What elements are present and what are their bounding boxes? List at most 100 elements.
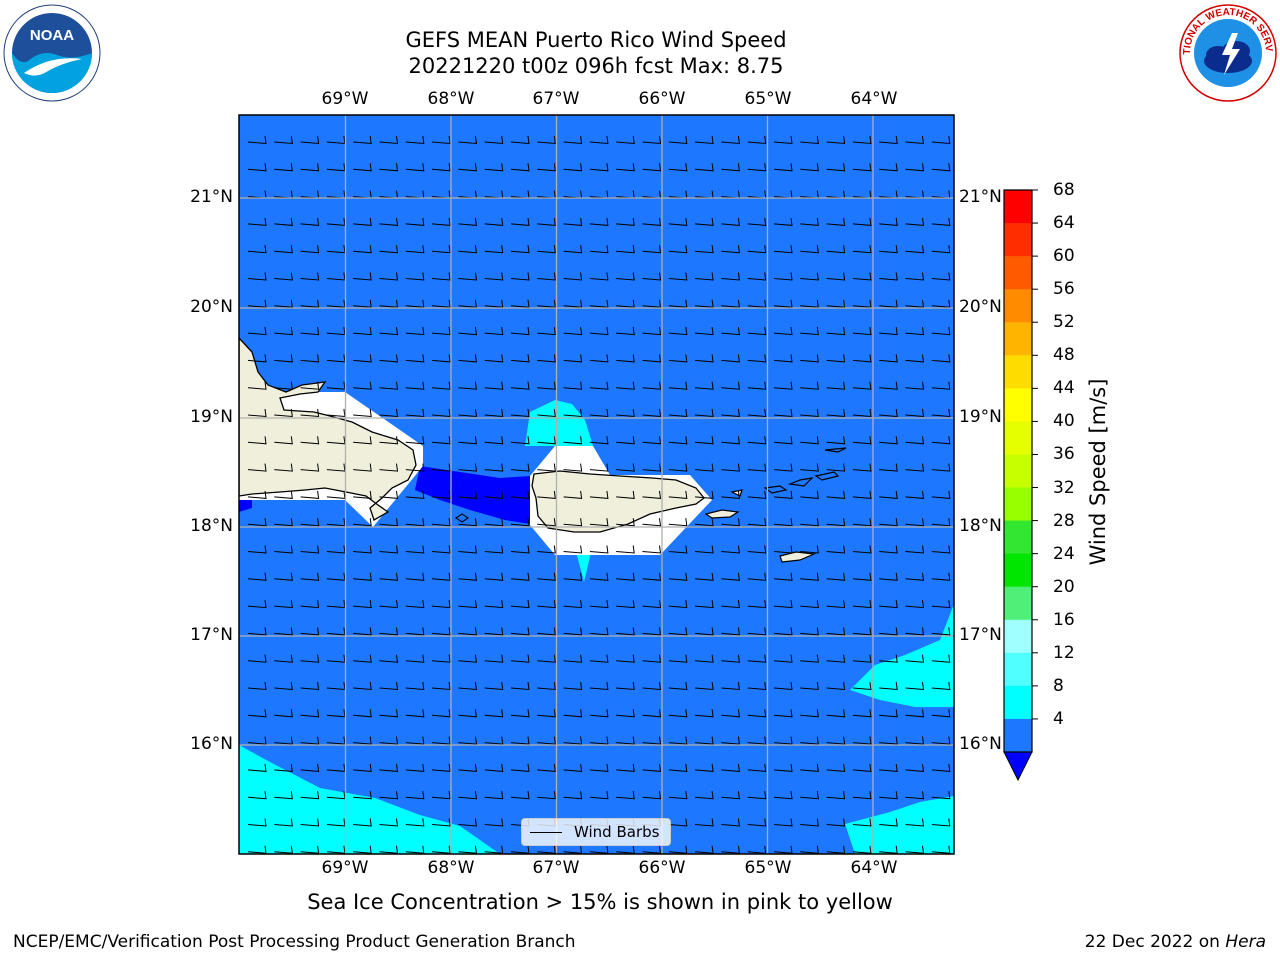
wind-barb [852, 299, 872, 308]
lat-label-left: 18°N [190, 516, 233, 536]
wind-barb [616, 408, 635, 418]
wind-barb [458, 272, 477, 281]
wind-barb [616, 572, 635, 581]
wind-barb [642, 272, 662, 281]
wind-barb [458, 299, 477, 308]
wind-barb [852, 408, 872, 418]
wind-barb [458, 818, 477, 827]
wind-barb [563, 408, 583, 418]
vieques-island [704, 509, 740, 519]
wind-barb [695, 681, 714, 691]
wind-barb [879, 381, 898, 390]
wind-barb [537, 709, 556, 718]
map-title: GEFS MEAN Puerto Rico Wind Speed [405, 28, 787, 52]
wind-barb [432, 627, 451, 636]
wind-barb [931, 654, 951, 663]
wind-barb [695, 436, 714, 445]
wind-barb [695, 545, 714, 554]
wind-barb [405, 763, 425, 772]
wind-barb [721, 681, 740, 691]
colorbar-under-arrow [1003, 751, 1033, 782]
wind-barb [800, 408, 819, 418]
colorbar [1003, 189, 1038, 782]
wind-barb [668, 572, 688, 581]
wind-barb [537, 518, 556, 527]
wind-barb [510, 135, 530, 145]
wind-barb [537, 791, 556, 800]
lat-label-left: 19°N [190, 407, 233, 427]
wind-barb [537, 463, 556, 472]
colorbar-frame [1003, 189, 1033, 753]
wind-barb [353, 245, 372, 254]
wind-barb [274, 381, 293, 390]
wind-barb [379, 245, 399, 254]
wind-barb [668, 736, 688, 745]
wind-barb [484, 436, 504, 445]
wind-barb [747, 381, 767, 390]
wind-barb [642, 436, 662, 445]
wind-barb [247, 627, 267, 636]
wind-barb [668, 436, 688, 445]
wind-barb [773, 272, 793, 281]
wind-barb [300, 572, 320, 581]
wind-barb [563, 463, 583, 472]
wind-barb [879, 681, 898, 691]
wind-barb [668, 163, 688, 172]
wind-barb [484, 627, 504, 636]
wind-barb [484, 736, 504, 745]
wind-barb [432, 354, 451, 363]
wind-barb [300, 681, 320, 691]
wind-barb [642, 736, 662, 745]
wind-barb [905, 791, 925, 800]
wind-barb [616, 299, 635, 308]
wind-barb [905, 572, 925, 581]
wind-barb [905, 545, 925, 554]
wind-barb [931, 709, 951, 718]
wind-barb [247, 490, 267, 499]
colorbar-segment [1004, 322, 1032, 356]
wind-barb [721, 135, 740, 145]
wind-barb [668, 791, 688, 800]
wind-barb [642, 408, 662, 418]
wind-barb [353, 354, 372, 363]
wind-barb [563, 217, 583, 226]
wind-barb [695, 408, 714, 418]
wind-barb [616, 381, 635, 390]
colorbar-tick-label: 40 [1053, 411, 1075, 432]
colorbar-tick-label: 32 [1053, 477, 1075, 498]
wind-barb [695, 135, 714, 145]
wind-barb [905, 327, 925, 336]
wind-barb [405, 791, 425, 800]
wind-barb [563, 163, 583, 172]
wind-barb [589, 736, 609, 745]
wind-barb [800, 654, 819, 663]
wind-barb [852, 763, 872, 772]
wind-barb [695, 217, 714, 226]
wind-barb [721, 518, 740, 527]
wind-barb [537, 135, 556, 145]
wind-barb [563, 572, 583, 581]
map-legend: Wind Barbs [521, 818, 671, 846]
wind-barb [432, 681, 451, 691]
wind-barb [589, 381, 609, 390]
wind-barb [747, 600, 767, 609]
wind-barb [852, 217, 872, 226]
wind-barb [563, 490, 583, 499]
wind-barb [589, 408, 609, 418]
wind-barb [879, 518, 898, 527]
wind-barb [589, 436, 609, 445]
wind-barb [300, 463, 320, 472]
wind-barb [931, 163, 951, 172]
wind-barb [616, 436, 635, 445]
wind-barb [405, 518, 425, 527]
wind-barb [747, 791, 767, 800]
legend-line-swatch [530, 832, 562, 833]
wind-barb [300, 163, 320, 172]
wind-barb [247, 463, 267, 472]
wind-barb [537, 736, 556, 745]
legend-label: Wind Barbs [574, 823, 660, 841]
wind-barb [458, 763, 477, 772]
wind-barb [668, 135, 688, 145]
lon-label-top: 67°W [532, 89, 580, 109]
